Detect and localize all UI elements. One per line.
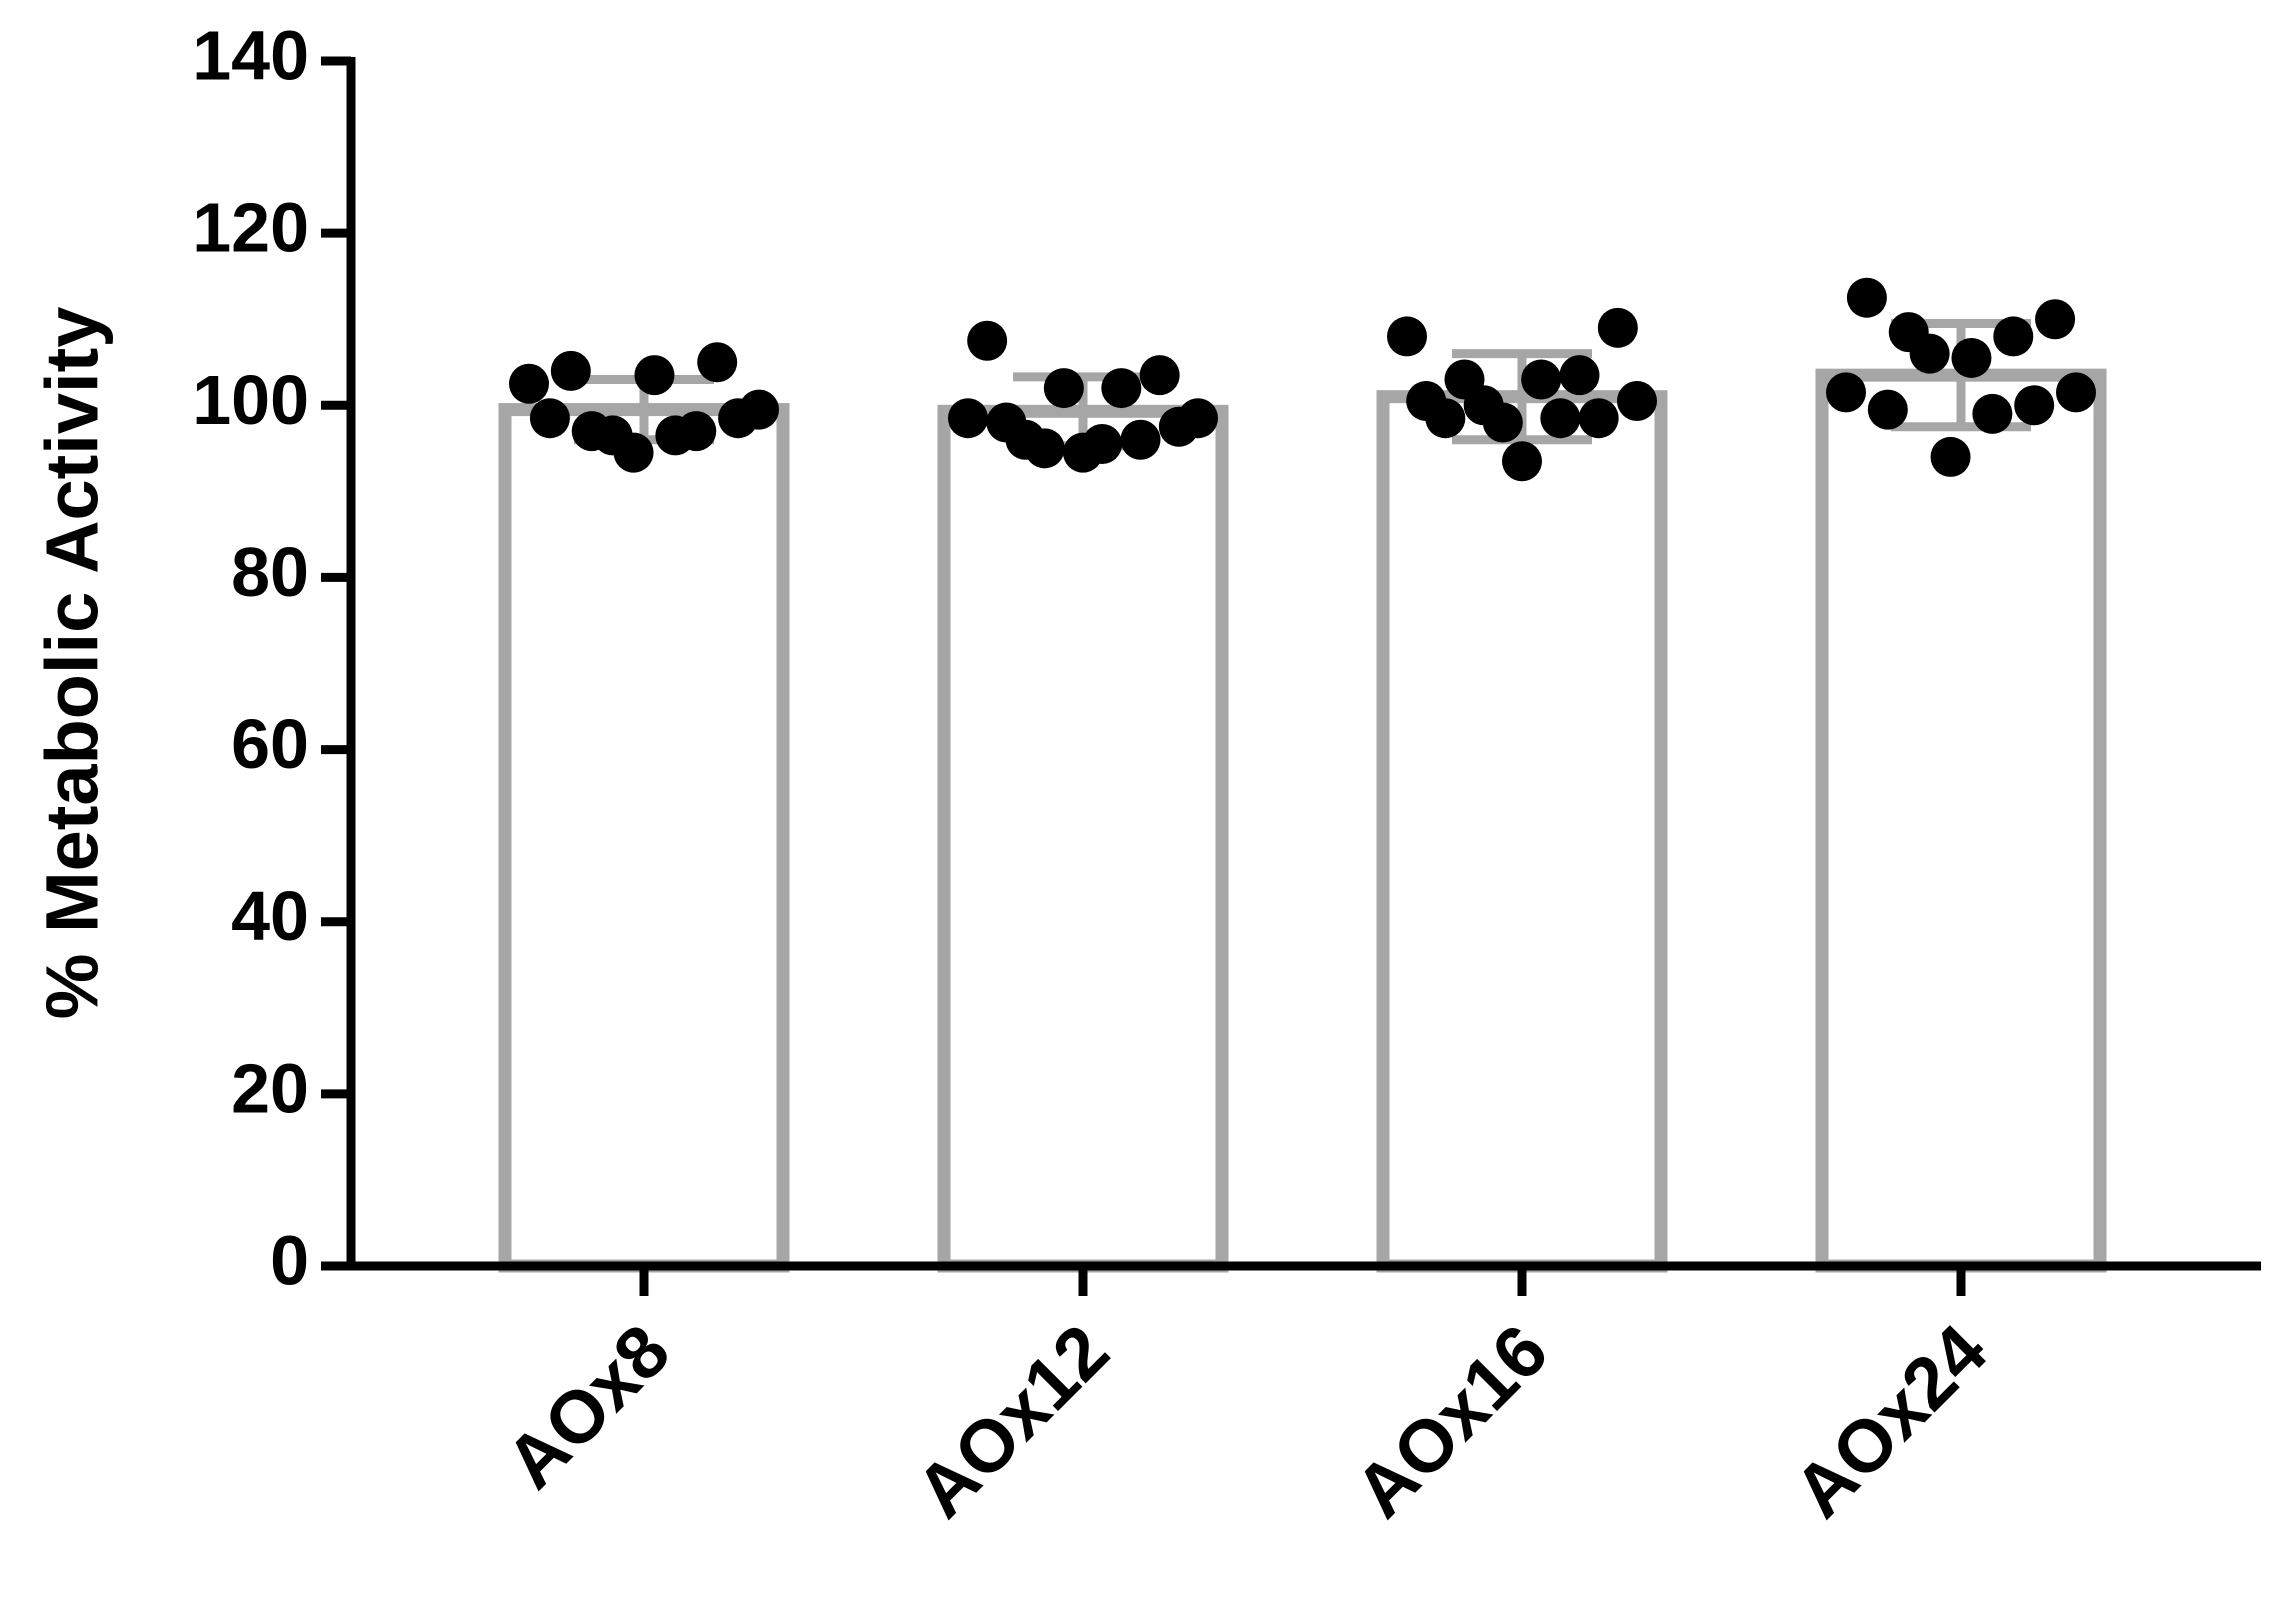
y-tick-label: 60 [231, 705, 309, 783]
x-tick-label: AOx24 [1778, 1309, 2002, 1533]
data-point [1482, 402, 1523, 443]
y-axis-label: % Metabolic Activity [31, 307, 114, 1020]
data-point [1540, 398, 1581, 439]
data-point [529, 398, 570, 439]
data-point [1951, 337, 1992, 378]
x-tick-label: AOx16 [1339, 1309, 1563, 1533]
data-point [967, 320, 1008, 361]
data-point [1120, 419, 1161, 460]
data-point [1425, 398, 1466, 439]
x-tick-label: AOx12 [900, 1309, 1124, 1533]
data-point [1559, 355, 1600, 396]
bar [937, 404, 1229, 1273]
data-point [1930, 436, 1971, 477]
data-point [509, 363, 549, 404]
data-point [1082, 424, 1123, 465]
data-point [634, 355, 675, 396]
data-point [1387, 316, 1427, 357]
bar [1815, 368, 2107, 1273]
data-point [1867, 389, 1908, 430]
y-tick-label: 20 [231, 1049, 309, 1127]
data-point [2035, 299, 2076, 340]
data-point [948, 398, 988, 439]
data-point [1846, 277, 1887, 318]
y-tick-label: 40 [231, 877, 309, 955]
data-point [550, 350, 591, 391]
data-point [1993, 316, 2034, 357]
data-point [1521, 359, 1562, 400]
y-tick-label: 0 [270, 1221, 309, 1299]
data-point [1578, 398, 1619, 439]
data-point [1972, 393, 2013, 434]
data-point [2056, 372, 2096, 413]
data-point [697, 342, 738, 383]
data-point [1101, 368, 1142, 409]
data-point [1178, 398, 1218, 439]
data-point [1597, 307, 1638, 348]
data-point [739, 389, 779, 430]
data-point [1909, 333, 1950, 374]
data-point [1024, 428, 1065, 469]
y-tick-label: 140 [192, 16, 309, 94]
y-tick-label: 100 [192, 361, 309, 439]
data-point [676, 411, 717, 452]
data-point [1617, 380, 1657, 421]
data-point [1139, 355, 1180, 396]
y-tick-label: 120 [192, 189, 309, 267]
x-tick-label: AOx8 [490, 1309, 685, 1504]
data-point [1826, 372, 1866, 413]
data-point [1502, 441, 1542, 482]
data-point [613, 432, 654, 473]
bar [1376, 390, 1668, 1273]
bar [498, 403, 790, 1273]
y-tick-label: 80 [231, 533, 309, 611]
data-point [2014, 385, 2055, 426]
data-point [1043, 368, 1084, 409]
